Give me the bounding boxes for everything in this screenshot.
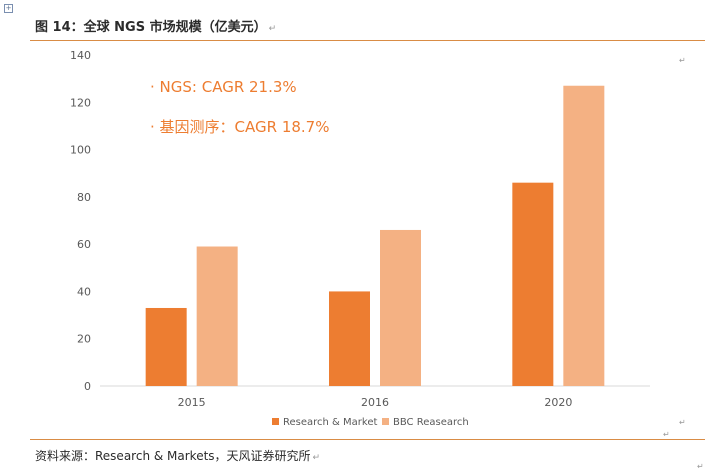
bar-2016-series-2: [380, 229, 421, 386]
legend-swatch: [272, 418, 279, 425]
x-axis: 2015 2016 2020: [178, 396, 573, 409]
y-tick-label: 40: [77, 285, 91, 298]
y-tick-label: 0: [84, 380, 91, 393]
bars-group: [145, 85, 605, 386]
annotation-ngs-cagr: · NGS: CAGR 21.3%: [150, 78, 297, 96]
y-tick-label: 140: [70, 49, 91, 62]
bar-2020-series-1: [512, 182, 554, 386]
paragraph-mark-icon: ↵: [268, 24, 277, 34]
bar-2015-series-1: [145, 307, 187, 386]
y-tick-label: 120: [70, 96, 91, 109]
paragraph-mark-icon: ↵: [663, 430, 670, 439]
paragraph-mark-icon: ↵: [697, 462, 704, 471]
x-tick-label: 2016: [361, 396, 389, 409]
paragraph-mark-icon: ↵: [679, 56, 686, 65]
legend-label: BBC Reasearch: [393, 417, 469, 428]
source-rule: [30, 439, 705, 440]
legend-swatch: [382, 418, 389, 425]
x-tick-label: 2020: [544, 396, 572, 409]
paragraph-mark-icon: ↵: [312, 453, 321, 463]
bar-2015-series-2: [196, 246, 238, 386]
paragraph-mark-icon: ↵: [679, 418, 686, 427]
x-tick-label: 2015: [178, 396, 206, 409]
legend-label: Research & Market: [283, 417, 377, 428]
y-axis: 0 20 40 60 80 100 120 140: [70, 49, 91, 393]
title-rule: [30, 40, 705, 41]
source-text: 资料来源：Research & Markets，天风证券研究所: [35, 449, 311, 463]
y-tick-label: 60: [77, 238, 91, 251]
source-note: 资料来源：Research & Markets，天风证券研究所 ↵: [35, 447, 320, 464]
table-anchor-icon: +: [4, 4, 13, 13]
annotation-sequencing-cagr: · 基因测序：CAGR 18.7%: [150, 118, 329, 136]
legend: Research & Market BBC Reasearch: [272, 417, 469, 428]
figure-title-text: 图 14：全球 NGS 市场规模（亿美元）: [35, 20, 267, 35]
y-tick-label: 100: [70, 144, 91, 157]
figure-title: 图 14：全球 NGS 市场规模（亿美元） ↵: [35, 16, 276, 35]
bar-2016-series-1: [329, 291, 370, 386]
y-tick-label: 20: [77, 333, 91, 346]
y-tick-label: 80: [77, 191, 91, 204]
bar-2020-series-2: [563, 85, 605, 386]
